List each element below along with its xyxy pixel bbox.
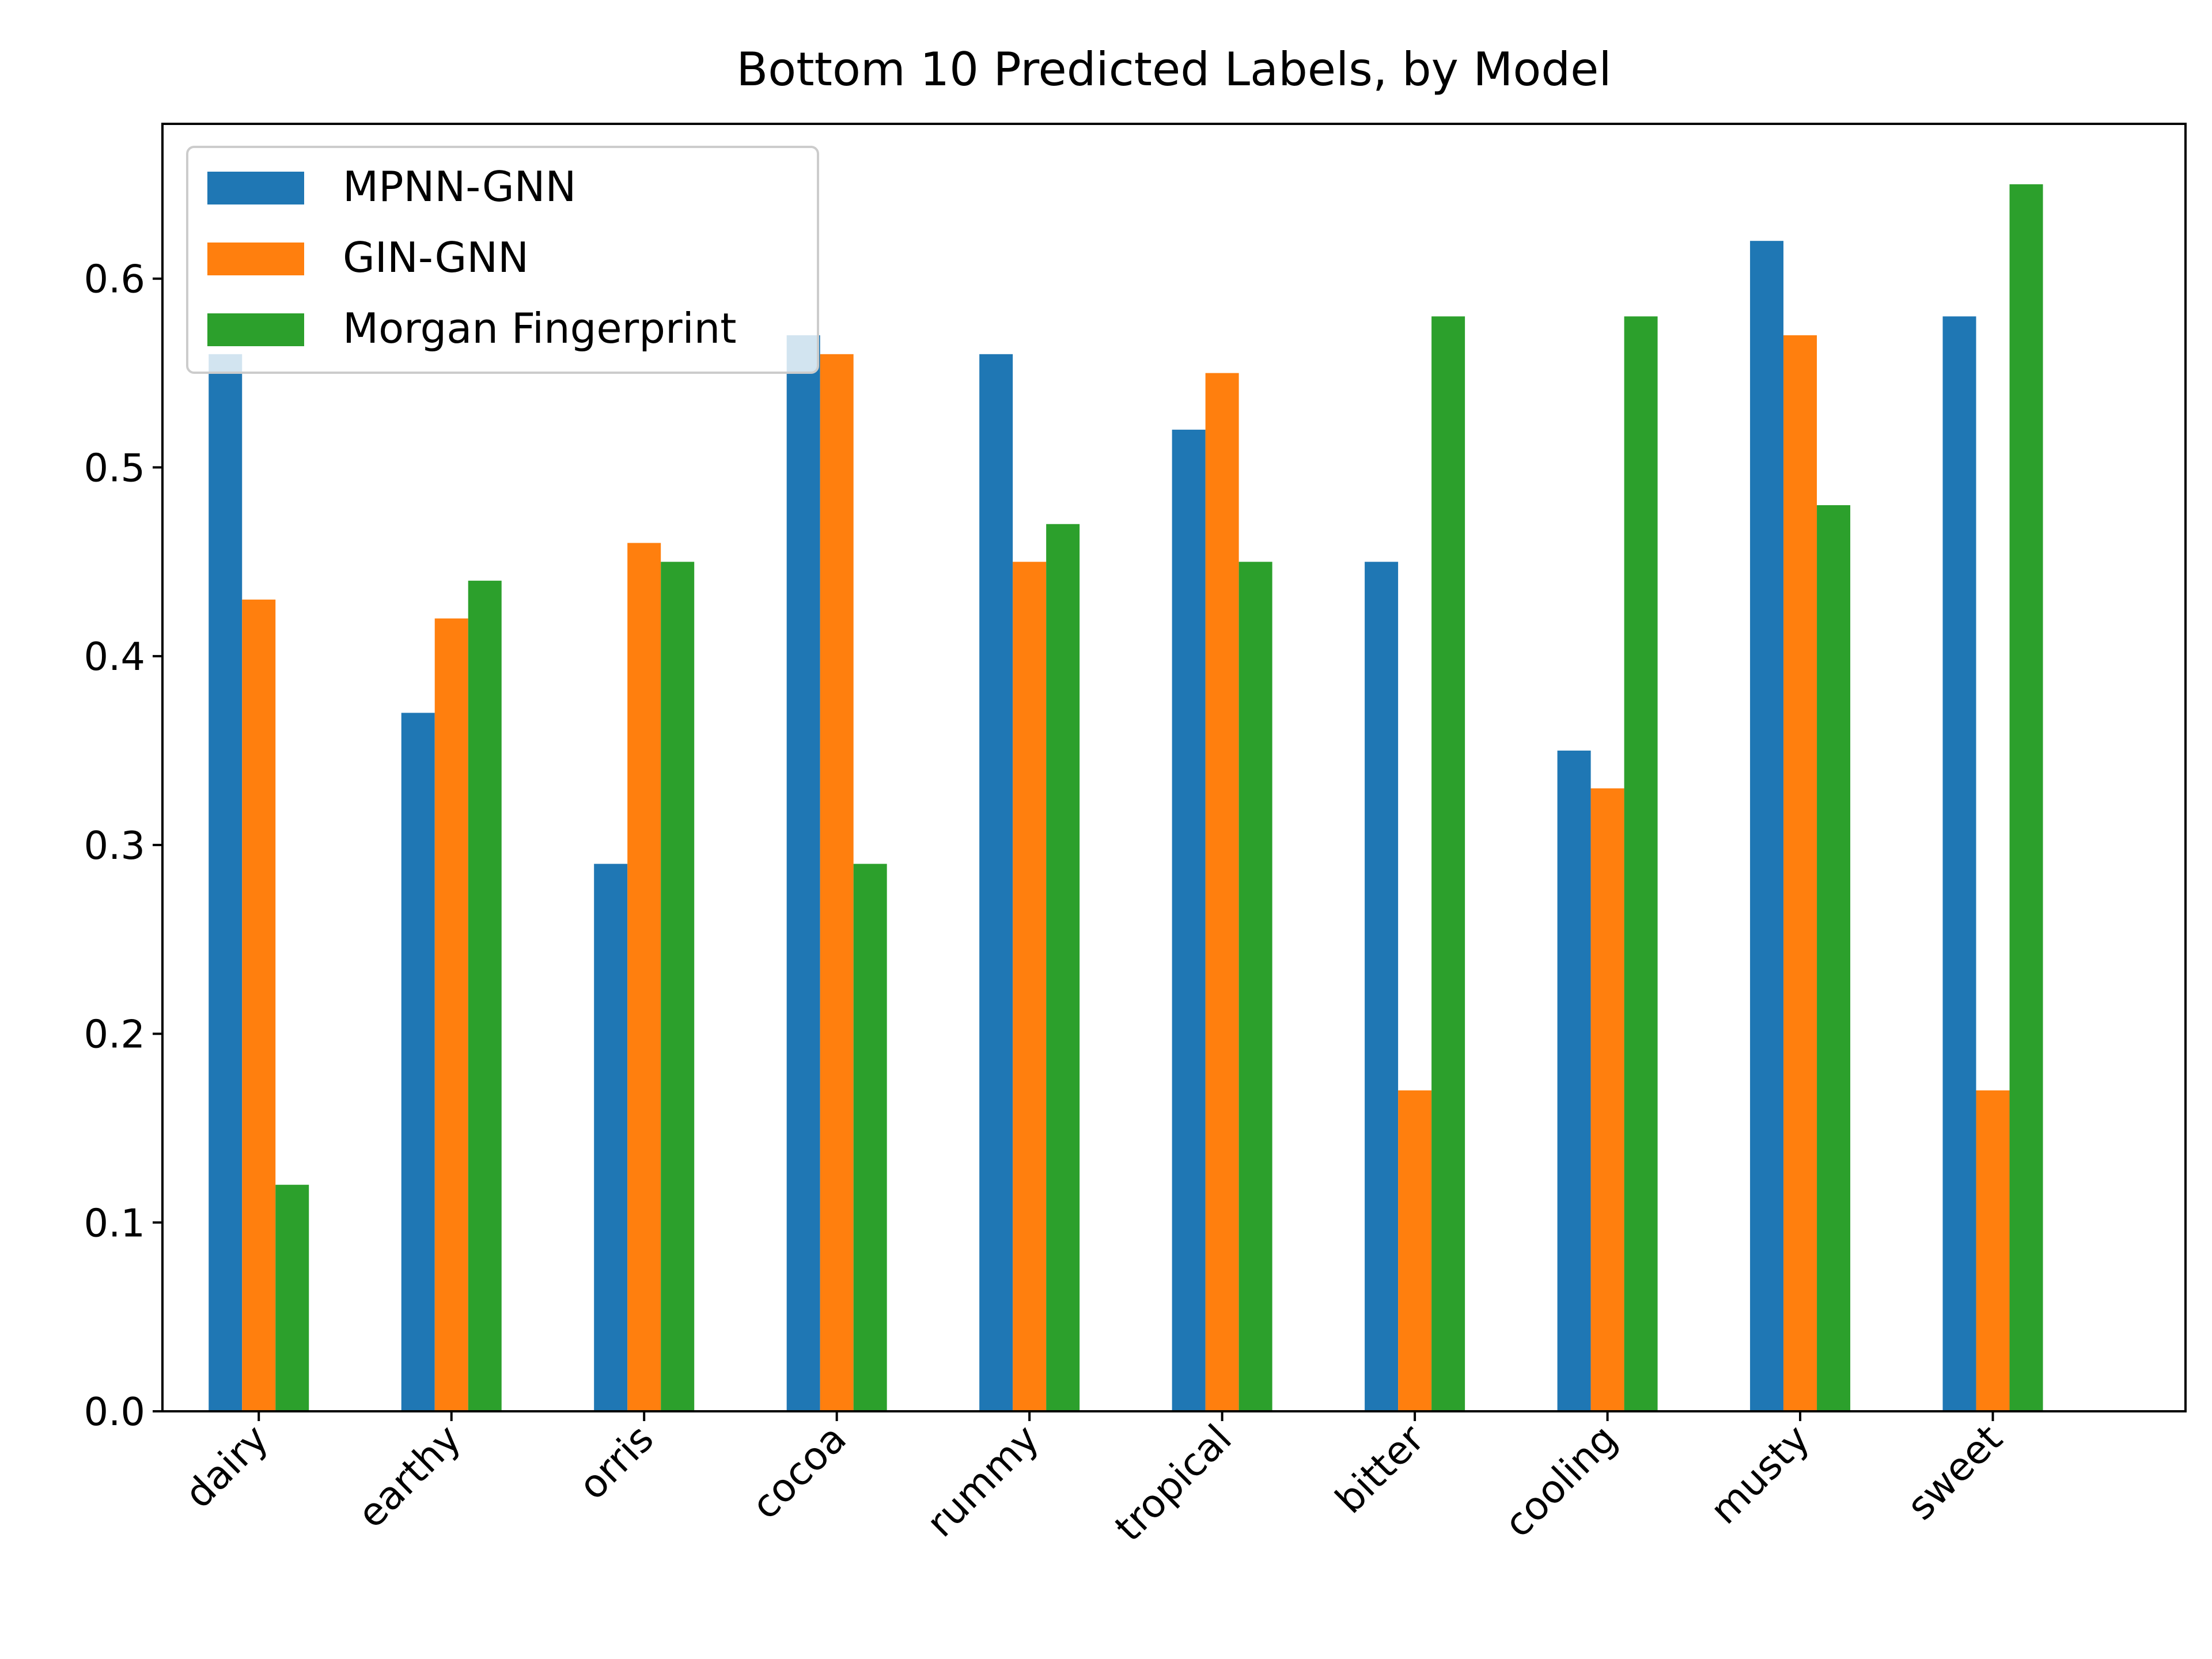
bar-sweet-morgan-fingerprint [2009,184,2043,1411]
bar-cooling-gin-gnn [1590,788,1624,1411]
bar-tropical-gin-gnn [1205,373,1239,1412]
y-tick-label: 0.4 [84,634,145,679]
legend-box [186,146,819,374]
bar-orris-morgan-fingerprint [661,562,695,1412]
y-axis: 0.0 0.1 0.2 0.3 0.4 0.5 0.6 [84,257,162,1434]
bar-orris-mpnn-gnn [594,863,628,1411]
chart-title: Bottom 10 Predicted Labels, by Model [736,43,1611,96]
legend-label: GIN-GNN [343,233,529,282]
bar-bitter-gin-gnn [1398,1090,1432,1411]
bar-rummy-morgan-fingerprint [1046,524,1080,1411]
y-tick-label: 0.3 [84,823,145,868]
bar-earthy-mpnn-gnn [401,713,435,1411]
y-tick-label: 0.1 [84,1200,145,1245]
legend-swatch [207,313,304,346]
bar-earthy-morgan-fingerprint [468,581,502,1412]
legend-swatch [207,172,304,204]
bar-tropical-morgan-fingerprint [1238,562,1272,1412]
bar-cooling-morgan-fingerprint [1624,316,1658,1411]
y-tick-label: 0.0 [84,1389,145,1434]
y-tick-label: 0.5 [84,445,145,490]
legend-label: Morgan Fingerprint [343,304,736,353]
plot-frame [161,123,2187,1412]
bar-sweet-gin-gnn [1976,1090,2010,1411]
legend-label: MPNN-GNN [343,162,576,211]
bar-dairy-morgan-fingerprint [275,1184,309,1411]
bar-tropical-mpnn-gnn [1172,429,1206,1411]
bar-musty-mpnn-gnn [1750,241,1784,1411]
bar-bitter-morgan-fingerprint [1431,316,1465,1411]
bars-group [209,184,2043,1412]
legend: MPNN-GNN GIN-GNN Morgan Fingerprint [186,146,819,374]
bar-rummy-mpnn-gnn [979,354,1013,1412]
bar-cocoa-morgan-fingerprint [853,863,887,1411]
bar-dairy-gin-gnn [242,599,276,1411]
bar-cooling-mpnn-gnn [1557,751,1591,1411]
bar-earthy-gin-gnn [434,618,468,1411]
bar-orris-gin-gnn [627,543,661,1411]
bar-sweet-mpnn-gnn [1942,316,1976,1411]
y-tick-label: 0.2 [84,1012,145,1057]
bar-musty-morgan-fingerprint [1817,505,1851,1411]
bar-cocoa-mpnn-gnn [786,335,820,1412]
bar-rummy-gin-gnn [1013,562,1047,1412]
legend-swatch [207,243,304,275]
bar-musty-gin-gnn [1783,335,1817,1412]
bar-bitter-mpnn-gnn [1365,562,1399,1412]
bar-dairy-mpnn-gnn [209,354,243,1412]
bar-cocoa-gin-gnn [820,354,854,1412]
y-tick-label: 0.6 [84,257,145,302]
